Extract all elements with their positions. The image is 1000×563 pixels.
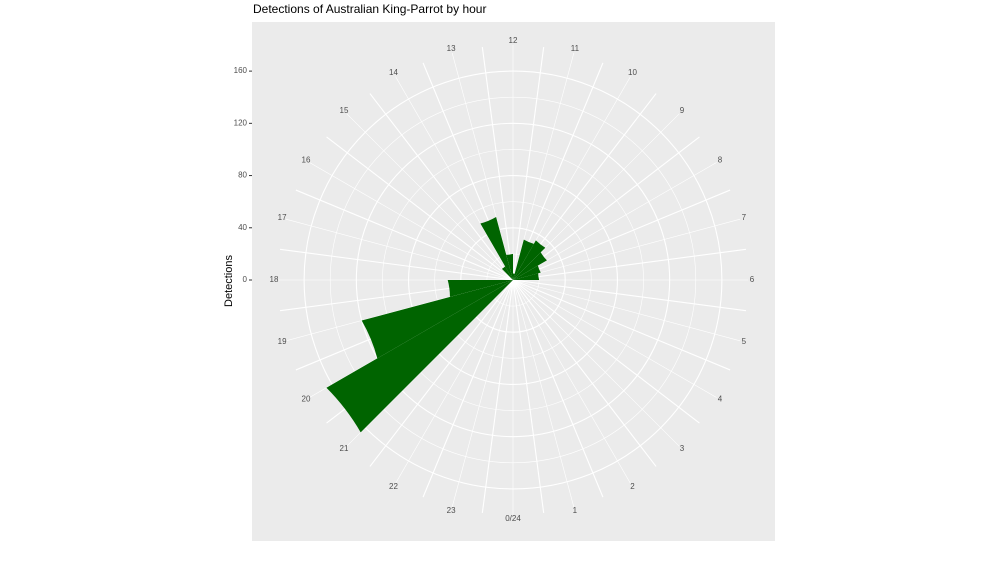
hour-label: 16 <box>302 156 311 165</box>
minor-grid-spoke <box>395 279 514 484</box>
major-grid-spoke <box>512 279 700 424</box>
minor-grid-spoke <box>512 279 680 447</box>
hour-label: 15 <box>340 106 349 115</box>
major-grid-spoke <box>369 279 514 467</box>
minor-grid-spoke <box>346 113 514 281</box>
hour-label: 18 <box>270 275 279 284</box>
hour-label: 17 <box>278 213 287 222</box>
minor-grid-spoke <box>285 218 514 281</box>
minor-grid-spoke <box>512 279 631 484</box>
hour-label: 20 <box>302 395 311 404</box>
hour-label: 13 <box>447 44 456 53</box>
bar-hour-9 <box>513 240 546 280</box>
y-tick-label: 120 <box>234 118 248 127</box>
grid-layer <box>278 45 748 515</box>
hour-label: 2 <box>630 482 635 491</box>
hour-label: 9 <box>680 106 685 115</box>
minor-grid-spoke <box>451 279 514 508</box>
y-tick-label: 160 <box>234 66 248 75</box>
bar-hour-8 <box>513 252 547 280</box>
y-tick-label: 40 <box>238 223 247 232</box>
hour-label: 12 <box>509 36 518 45</box>
minor-grid-spoke <box>512 279 575 508</box>
minor-grid-spoke <box>512 279 741 342</box>
bar-hour-10 <box>513 239 534 280</box>
bar-hour-6 <box>513 273 540 280</box>
major-grid-spoke <box>512 279 604 498</box>
major-grid-spoke <box>295 189 514 281</box>
major-grid-spoke <box>512 248 747 281</box>
bar-layer <box>326 216 547 433</box>
bar-hour-20 <box>326 280 513 433</box>
y-axis-layer: 0 40 80 120 160 <box>234 66 252 284</box>
bar-hour-18 <box>447 280 513 297</box>
hour-label: 8 <box>718 156 723 165</box>
y-tick-label: 0 <box>243 275 248 284</box>
minor-grid-spoke <box>309 162 514 281</box>
minor-grid-spoke <box>512 279 717 398</box>
hour-label: 10 <box>628 68 637 77</box>
hour-label: 22 <box>389 482 398 491</box>
hour-label: 3 <box>680 444 685 453</box>
hour-label: 7 <box>742 213 747 222</box>
major-grid-spoke <box>326 136 514 281</box>
hour-label: 14 <box>389 68 398 77</box>
hour-label: 5 <box>742 337 747 346</box>
hour-label: 19 <box>278 337 287 346</box>
minor-grid-spoke <box>512 162 717 281</box>
major-grid-spoke <box>512 279 657 467</box>
major-grid-spoke <box>512 136 700 281</box>
bar-hour-19 <box>361 280 513 359</box>
major-grid-spoke <box>512 46 545 281</box>
hour-label-layer: 0/24123456789101112131415161718192021222… <box>270 36 755 523</box>
major-grid-spoke <box>279 248 514 281</box>
bar-hour-12 <box>506 253 513 280</box>
major-grid-spoke <box>481 279 514 514</box>
major-grid-spoke <box>512 279 747 312</box>
bar-hour-13 <box>480 216 513 280</box>
major-grid-spoke <box>369 93 514 281</box>
hour-label: 23 <box>447 506 456 515</box>
minor-grid-spoke <box>512 218 741 281</box>
bar-hour-14 <box>501 266 513 280</box>
chart-title: Detections of Australian King-Parrot by … <box>253 2 487 16</box>
bar-hour-7 <box>513 265 541 280</box>
major-grid-spoke <box>512 189 731 281</box>
hour-label: 6 <box>750 275 755 284</box>
hour-label: 1 <box>573 506 578 515</box>
bar-hour-11 <box>513 273 515 280</box>
hour-label: 11 <box>571 44 580 53</box>
hour-label: 4 <box>718 395 723 404</box>
major-grid-spoke <box>422 279 514 498</box>
y-tick-label: 80 <box>238 171 247 180</box>
hour-label: 21 <box>340 444 349 453</box>
major-grid-spoke <box>512 279 545 514</box>
major-grid-spoke <box>512 279 731 371</box>
minor-grid-spoke <box>451 52 514 281</box>
hour-label: 0/24 <box>505 514 521 523</box>
major-grid-spoke <box>481 46 514 281</box>
